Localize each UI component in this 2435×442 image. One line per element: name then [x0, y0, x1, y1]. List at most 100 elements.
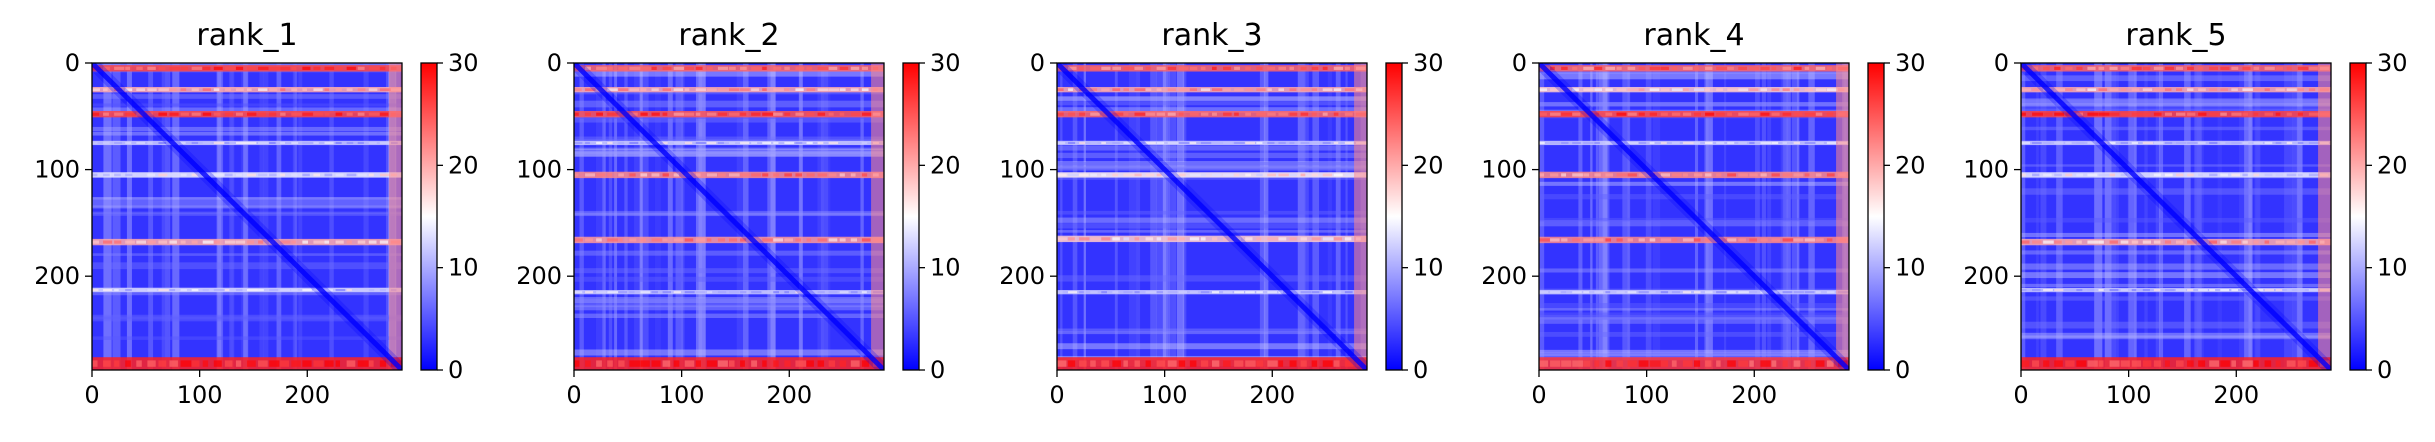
- heatmap-stripe: [574, 90, 884, 95]
- heatmap-stripe: [92, 131, 402, 136]
- heatmap-band-cell: [1749, 360, 1754, 367]
- heatmap-band-cell: [1079, 237, 1090, 241]
- heatmap-band-cell: [1112, 360, 1121, 367]
- heatmap-cells: [1057, 63, 1367, 370]
- heatmap-stripe: [574, 116, 884, 119]
- heatmap-band-cell: [158, 360, 167, 367]
- heatmap-band-cell: [2253, 141, 2263, 145]
- heatmap-band-cell: [1101, 112, 1108, 116]
- heatmap-band-cell: [1200, 360, 1209, 367]
- heatmap-band-cell: [1200, 291, 1210, 294]
- heatmap-band-cell: [1583, 291, 1590, 294]
- heatmap-band-cell: [1189, 237, 1199, 241]
- heatmap-band-cell: [1178, 66, 1189, 70]
- heatmap-band-cell: [618, 141, 625, 145]
- heatmap-band-cell: [368, 173, 374, 177]
- heatmap-diagonal-halo: [574, 63, 884, 370]
- heatmap-band-cell: [784, 173, 792, 177]
- axes-frame: [2020, 62, 2332, 371]
- heatmap-band-cell: [2198, 66, 2204, 70]
- heatmap-band-cell: [2032, 360, 2040, 367]
- heatmap-band-cell: [1068, 237, 1075, 241]
- heatmap-band-cell: [1705, 141, 1713, 145]
- x-tick-label: 200: [1731, 381, 1777, 409]
- heatmap-band-cell: [1594, 360, 1600, 367]
- heatmap-band-cell: [2308, 240, 2316, 244]
- heatmap-band-cell: [717, 88, 729, 91]
- heatmap-band-cell: [1671, 291, 1681, 294]
- heatmap-band-cell: [1793, 88, 1800, 91]
- heatmap-band-cell: [2142, 240, 2152, 244]
- heatmap-band-cell: [729, 66, 736, 70]
- y-tick-label: 100: [999, 156, 1045, 184]
- heatmap-band-cell: [291, 173, 298, 177]
- heatmap-band-cell: [574, 141, 583, 145]
- heatmap-band-cell: [224, 240, 236, 244]
- heatmap-band-cell: [1638, 291, 1649, 294]
- heatmap-band-cell: [1727, 141, 1735, 145]
- heatmap-band-cell: [1278, 291, 1284, 294]
- heatmap-band-cell: [618, 238, 623, 242]
- heatmap-band-cell: [368, 240, 377, 244]
- heatmap-band-cell: [1068, 88, 1073, 91]
- heatmap-band-cell: [828, 238, 838, 242]
- heatmap-band-cell: [2220, 141, 2226, 145]
- heatmap-band-cell: [2098, 88, 2108, 91]
- heatmap-band-cell: [629, 173, 636, 177]
- heatmap-band-cell: [1212, 66, 1217, 70]
- heatmap-band-cell: [1300, 88, 1311, 91]
- heatmap-band-cell: [673, 141, 685, 145]
- heatmap-band-cell: [357, 360, 369, 367]
- heatmap-band-cell: [1660, 88, 1670, 91]
- heatmap-stripe: [1176, 63, 1185, 370]
- heatmap-band-cell: [1234, 141, 1245, 145]
- heatmap-band-cell: [706, 360, 717, 367]
- heatmap-edge: [871, 63, 884, 358]
- heatmap-stripe: [92, 197, 402, 200]
- heatmap-band-cell: [2275, 288, 2283, 292]
- heatmap-stripe: [1539, 314, 1849, 320]
- heatmap-band-cell: [729, 291, 740, 294]
- heatmap-band-cell: [1322, 112, 1328, 116]
- heatmap-band-cell: [2264, 141, 2273, 145]
- heatmap-band-cell: [280, 112, 286, 116]
- heatmap-band-cell: [1539, 88, 1548, 91]
- heatmap-band-cell: [1815, 112, 1823, 116]
- colorbar-gradient: [421, 63, 437, 370]
- heatmap-band-cell: [1079, 173, 1089, 177]
- heatmap-band-cell: [103, 288, 112, 292]
- heatmap-band-cell: [673, 112, 685, 116]
- heatmap-stripe: [92, 314, 402, 322]
- heatmap-band-cell: [2164, 88, 2172, 91]
- heatmap-band-cell: [1583, 238, 1594, 242]
- heatmap-band-cell: [1223, 88, 1231, 91]
- heatmap-band-cell: [1212, 237, 1218, 241]
- heatmap-band-cell: [1572, 88, 1579, 91]
- heatmap-band-cell: [202, 360, 209, 367]
- heatmap-band-cell: [125, 360, 131, 367]
- heatmap-band-cell: [2131, 88, 2140, 91]
- heatmap-band-cell: [662, 88, 672, 91]
- heatmap-stripe: [2184, 63, 2191, 370]
- heatmap-band-cell: [335, 240, 344, 244]
- heatmap-band-cell: [1212, 291, 1220, 294]
- heatmap-band-cell: [2253, 360, 2259, 367]
- heatmap-band-cell: [2065, 88, 2073, 91]
- x-tick-label: 200: [2213, 381, 2259, 409]
- heatmap-band-cell: [1101, 88, 1110, 91]
- heatmap-stripe: [579, 63, 584, 370]
- heatmap-band-cell: [1189, 112, 1199, 116]
- heatmap-band-cell: [1782, 173, 1793, 177]
- heatmap-stripe: [92, 107, 402, 114]
- heatmap-band-cell: [2209, 240, 2218, 244]
- heatmap-band-cell: [585, 238, 593, 242]
- heatmap-band-cell: [1682, 66, 1693, 70]
- heatmap-band-cell: [2242, 360, 2253, 367]
- heatmap-band-cell: [125, 173, 133, 177]
- heatmap-band-cell: [224, 360, 233, 367]
- y-tick-label: 100: [1481, 156, 1527, 184]
- heatmap-band-cell: [2187, 112, 2196, 116]
- heatmap-band-cell: [1300, 173, 1306, 177]
- heatmap-diagonal: [92, 63, 402, 370]
- heatmap-band-cell: [784, 112, 791, 116]
